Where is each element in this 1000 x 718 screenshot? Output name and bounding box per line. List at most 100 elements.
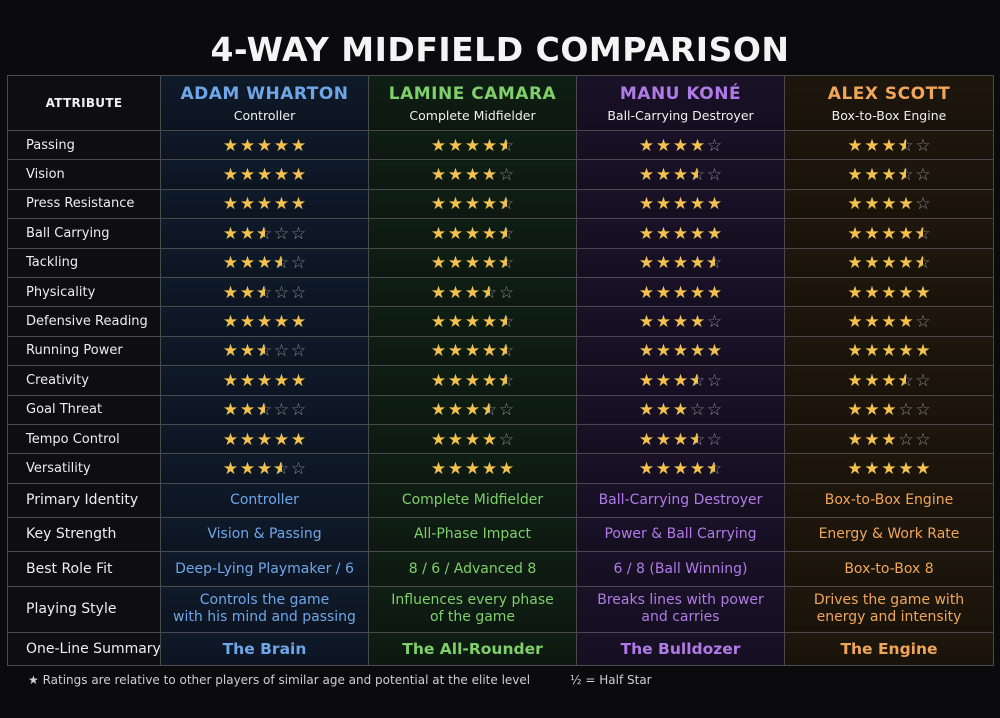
info-line: Influences every phase xyxy=(391,592,554,609)
star-icon: ★ xyxy=(464,165,481,186)
half-star-icon: ☆★ xyxy=(498,370,515,391)
star-rating: ★ ★ ★ ★ ☆ xyxy=(784,188,994,220)
footer: ★ Ratings are relative to other players … xyxy=(28,673,652,687)
star-icon: ★ xyxy=(898,458,914,479)
star-icon: ★ xyxy=(430,312,447,333)
star-icon: ★ xyxy=(430,194,447,215)
star-icon: ★ xyxy=(881,282,897,303)
empty-star-icon: ☆ xyxy=(273,400,290,421)
rating-row: Versatility★★★☆★☆★★★★★★★★★☆★★★★★★ xyxy=(7,453,994,484)
star-icon: ★ xyxy=(864,165,880,186)
star-rating: ★★★☆★☆ xyxy=(160,453,369,484)
info-line: Drives the game with xyxy=(813,592,965,609)
star-icon: ★ xyxy=(222,253,239,274)
star-icon: ★ xyxy=(481,370,498,391)
empty-star-icon: ☆ xyxy=(290,341,307,362)
info-line: of the game xyxy=(429,609,516,626)
star-rating: ★★★★☆★ xyxy=(368,188,577,220)
attribute-label: Running Power xyxy=(7,335,161,367)
empty-star-icon: ☆ xyxy=(915,194,931,215)
attribute-label: Passing xyxy=(7,129,161,161)
star-icon: ★ xyxy=(464,223,481,244)
star-rating: ★ ★ ★ ★ ★ xyxy=(160,129,369,161)
star-icon: ★ xyxy=(447,400,464,421)
star-rating: ★★★☆★☆ xyxy=(368,394,577,425)
star-icon: ★ xyxy=(706,282,723,303)
player-header-2: LAMINE CAMARA Complete Midfielder xyxy=(368,75,577,131)
ratings-note: ★ Ratings are relative to other players … xyxy=(28,673,531,687)
star-rating: ★★★★☆★ xyxy=(368,335,577,367)
info-value: Ball-Carrying Destroyer xyxy=(576,482,785,518)
rating-row: Defensive Reading★★★★★★★★★☆★★★★★☆★★★★☆ xyxy=(7,306,994,337)
rating-row: Passing★★★★★★★★★☆★★★★★☆★★★☆★☆ xyxy=(7,129,994,161)
star-rating: ★ ★ ★ ★ ☆ xyxy=(576,129,785,161)
star-rating: ★★★☆★☆ xyxy=(784,365,994,396)
star-rating: ★★★☆★☆ xyxy=(576,423,785,455)
star-icon: ★ xyxy=(239,370,256,391)
star-icon: ★ xyxy=(447,194,464,215)
star-icon: ★ xyxy=(430,341,447,362)
empty-star-icon: ☆ xyxy=(273,282,290,303)
star-icon: ★ xyxy=(847,223,863,244)
star-rating: ★★☆★☆☆ xyxy=(160,335,369,367)
rating-row: Running Power★★☆★☆☆★★★★☆★★★★★★★★★★★ xyxy=(7,335,994,367)
info-value: Influences every phase of the game xyxy=(368,585,577,633)
star-rating: ★★★☆★☆ xyxy=(576,365,785,396)
half-star-icon: ☆★ xyxy=(498,341,515,362)
star-icon: ★ xyxy=(638,400,655,421)
star-icon: ★ xyxy=(481,312,498,333)
star-icon: ★ xyxy=(847,165,863,186)
star-icon: ★ xyxy=(847,194,863,215)
star-icon: ★ xyxy=(672,370,689,391)
star-rating: ★ ★ ★ ★ ★ xyxy=(368,453,577,484)
star-icon: ★ xyxy=(638,253,655,274)
star-icon: ★ xyxy=(672,458,689,479)
half-star-icon: ☆★ xyxy=(706,458,723,479)
star-rating: ★★☆★☆☆ xyxy=(160,276,369,308)
star-rating: ★ ★ ★ ★ ★ xyxy=(160,159,369,190)
star-icon: ★ xyxy=(273,429,290,450)
info-value: Controller xyxy=(160,482,369,518)
info-line: energy and intensity xyxy=(816,609,962,626)
star-icon: ★ xyxy=(706,223,723,244)
attribute-label: Press Resistance xyxy=(7,188,161,220)
attribute-label: Tempo Control xyxy=(7,423,161,455)
star-icon: ★ xyxy=(430,253,447,274)
rating-row: Goal Threat★★☆★☆☆★★★☆★☆★★★☆☆★★★☆☆ xyxy=(7,394,994,425)
star-icon: ★ xyxy=(847,429,863,450)
star-icon: ★ xyxy=(655,282,672,303)
star-icon: ★ xyxy=(706,194,723,215)
star-icon: ★ xyxy=(881,458,897,479)
player-header-4: ALEX SCOTT Box-to-Box Engine xyxy=(784,75,994,131)
info-value: Power & Ball Carrying xyxy=(576,516,785,552)
star-icon: ★ xyxy=(239,312,256,333)
info-label: Playing Style xyxy=(7,585,161,633)
half-star-icon: ☆★ xyxy=(498,253,515,274)
star-icon: ★ xyxy=(881,194,897,215)
star-icon: ★ xyxy=(898,341,914,362)
info-value: Deep-Lying Playmaker / 6 xyxy=(160,550,369,587)
star-icon: ★ xyxy=(915,282,931,303)
empty-star-icon: ☆ xyxy=(706,135,723,156)
star-icon: ★ xyxy=(430,223,447,244)
star-rating: ★★☆★☆☆ xyxy=(160,394,369,425)
star-icon: ★ xyxy=(481,165,498,186)
star-icon: ★ xyxy=(864,135,880,156)
info-value: 8 / 6 / Advanced 8 xyxy=(368,550,577,587)
star-icon: ★ xyxy=(273,165,290,186)
star-rating: ★ ★ ★ ★ ☆ xyxy=(368,423,577,455)
player-role: Ball-Carrying Destroyer xyxy=(607,107,754,123)
star-icon: ★ xyxy=(481,223,498,244)
star-icon: ★ xyxy=(430,429,447,450)
star-icon: ★ xyxy=(290,370,307,391)
star-icon: ★ xyxy=(881,370,897,391)
star-icon: ★ xyxy=(239,223,256,244)
star-icon: ★ xyxy=(881,429,897,450)
info-row: Playing Style Controls the game with his m… xyxy=(7,585,994,633)
rating-row: Press Resistance★★★★★★★★★☆★★★★★★★★★★☆ xyxy=(7,188,994,220)
star-icon: ★ xyxy=(222,429,239,450)
star-icon: ★ xyxy=(655,400,672,421)
star-rating: ★ ★ ★ ★ ★ xyxy=(576,218,785,249)
star-icon: ★ xyxy=(915,458,931,479)
star-rating: ★★★★☆★ xyxy=(368,306,577,337)
